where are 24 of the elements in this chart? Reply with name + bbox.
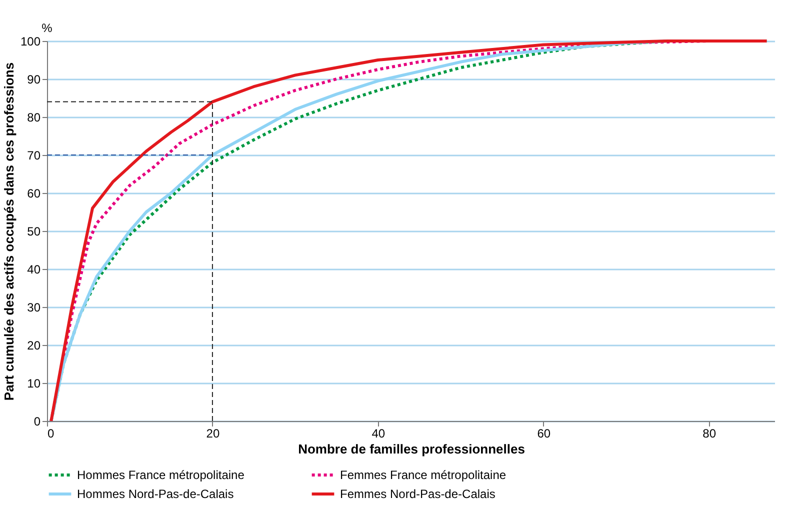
y-tick-label: 100 — [20, 34, 41, 48]
y-tick-label: 0 — [34, 414, 41, 428]
y-tick-label: 10 — [27, 376, 41, 390]
y-tick-label: 20 — [27, 338, 41, 352]
legend-label: Femmes Nord-Pas-de-Calais — [340, 487, 496, 501]
x-tick-label: 40 — [372, 426, 386, 440]
y-tick-label: 90 — [27, 72, 41, 86]
legend-label: Femmes France métropolitaine — [340, 468, 506, 482]
text: % — [42, 21, 53, 35]
x-tick-label: 60 — [537, 426, 551, 440]
y-tick-label: 70 — [27, 148, 41, 162]
x-tick-label: 20 — [206, 426, 220, 440]
legend-label: Hommes Nord-Pas-de-Calais — [77, 487, 234, 501]
y-tick-label: 80 — [27, 110, 41, 124]
x-tick-label: 0 — [48, 426, 54, 440]
y-tick-label: 40 — [27, 262, 41, 276]
legend-label: Hommes France métropolitaine — [77, 468, 245, 482]
y-tick-label: 50 — [27, 224, 41, 238]
y-tick-label: 30 — [27, 300, 41, 314]
x-tick-label: 80 — [702, 426, 716, 440]
y-tick-label: 60 — [27, 186, 41, 200]
y-axis-title: Part cumulée des actifs occupés dans ces professions — [1, 62, 16, 401]
x-axis-title: Nombre de familles professionnelles — [298, 442, 525, 456]
line-series — [50, 40, 768, 422]
